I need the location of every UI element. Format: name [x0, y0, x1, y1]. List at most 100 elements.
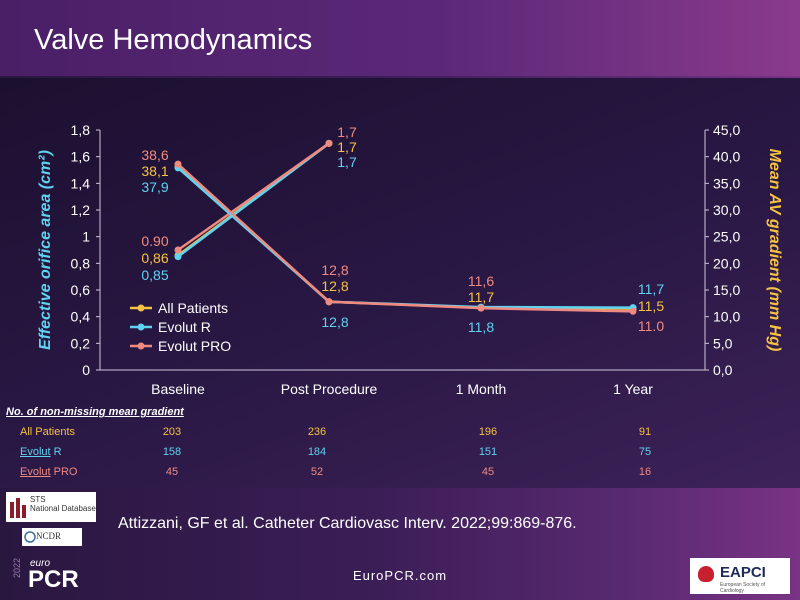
eapci-logo-text: EAPCI: [720, 564, 766, 581]
data-label: 12,8: [321, 278, 348, 294]
citation: Attizzani, GF et al. Catheter Cardiovasc…: [118, 515, 577, 532]
sts-logo-subtext: National Database: [30, 504, 96, 513]
legend-label-evolut-pro: Evolut PRO: [158, 338, 231, 354]
counts-table-header: No. of non-missing mean gradient: [6, 406, 184, 418]
ncdr-logo-text: NCDR: [36, 531, 62, 541]
left-tick-label: 0,4: [71, 309, 91, 325]
gradient-line-evolut-r: [177, 166, 634, 309]
data-label: 1,7: [337, 124, 357, 140]
eoa-point-evolut-pro: [174, 246, 182, 254]
table-cell: 158: [162, 446, 182, 458]
right-tick-label: 15,0: [713, 282, 740, 298]
legend-marker-evolut-pro: [137, 342, 145, 350]
x-tick-label: 1 Year: [613, 381, 653, 397]
table-cell: 91: [638, 426, 652, 438]
right-tick-label: 35,0: [713, 175, 740, 191]
eoa-point-evolut-pro: [325, 139, 333, 147]
left-axis-title: Effective orifice area (cm²): [37, 150, 54, 350]
data-label: 12,8: [321, 262, 348, 278]
table-cell: 196: [478, 426, 498, 438]
table-cell: 16: [638, 466, 652, 478]
data-label: 11,8: [468, 319, 494, 335]
table-cell: 151: [478, 446, 498, 458]
right-axis-title: Mean AV gradient (mm Hg): [766, 149, 783, 352]
table-row-evolut-pro: Evolut PRO 45 52 45 16: [0, 466, 800, 482]
data-label: 0,85: [141, 267, 168, 283]
data-label: 1,7: [337, 154, 357, 170]
left-tick-label: 0,6: [71, 282, 91, 298]
left-tick-label: 1,4: [71, 175, 91, 191]
data-label: 38,1: [141, 163, 168, 179]
right-tick-label: 10,0: [713, 309, 740, 325]
table-cell: 45: [481, 466, 495, 478]
data-label: 12,8: [321, 314, 348, 330]
hemodynamics-chart: 0 0,2 0,4 0,6 0,8 1 1,2 1,4 1,6 1,8 0,0 5,0 10,0 15,0…: [37, 122, 783, 397]
left-tick-label: 1,2: [71, 202, 91, 218]
eoa-line-evolut-pro: [177, 142, 330, 252]
gradient-line-evolut-pro: [177, 163, 634, 313]
row-label: Evolut PRO: [20, 466, 77, 478]
data-label: 11,6: [468, 273, 494, 289]
left-tick-label: 0: [82, 362, 90, 378]
data-label: 1,7: [337, 139, 357, 155]
gradient-point-evolut-pro: [629, 307, 637, 315]
row-label-suffix: PRO: [50, 466, 78, 478]
table-cell: 52: [310, 466, 324, 478]
gradient-line-all-patients: [177, 165, 634, 310]
table-row-evolut-r: Evolut R 158 184 151 75: [0, 446, 800, 462]
right-tick-label: 25,0: [713, 229, 740, 245]
right-tick-label: 45,0: [713, 122, 740, 138]
eoa-point-evolut-r: [174, 253, 182, 261]
data-label: 11,5: [638, 298, 664, 314]
right-tick-label: 40,0: [713, 149, 740, 165]
footer-website: EuroPCR.com: [352, 568, 448, 583]
eapci-logo-subtext: European Society of Cardiology: [720, 582, 766, 594]
legend-marker-evolut-r: [137, 323, 145, 331]
data-label: 0.90: [141, 233, 168, 249]
counts-table: No. of non-missing mean gradient All Pat…: [0, 406, 800, 488]
ncdr-logo: NCDR: [22, 528, 82, 546]
table-cell: 203: [162, 426, 182, 438]
eapci-logo: EAPCI European Society of Cardiology: [690, 558, 790, 594]
data-label: 11.0: [638, 318, 664, 334]
left-tick-label: 0,8: [71, 255, 91, 271]
data-label: 38,6: [141, 147, 168, 163]
left-tick-label: 1: [82, 229, 90, 245]
x-tick-label: 1 Month: [456, 381, 507, 397]
row-label: All Patients: [20, 426, 76, 438]
legend-label-evolut-r: Evolut R: [158, 319, 211, 335]
sts-logo-text: STS: [30, 495, 46, 504]
data-label: 11,7: [638, 281, 664, 297]
data-label: 11,7: [468, 289, 494, 305]
right-tick-label: 0,0: [713, 362, 733, 378]
left-tick-label: 1,6: [71, 149, 91, 165]
row-label-suffix: R: [50, 446, 62, 458]
left-tick-label: 1,8: [71, 122, 91, 138]
table-cell: 236: [307, 426, 327, 438]
sts-bars-icon: [10, 498, 26, 518]
table-cell: 184: [307, 446, 327, 458]
data-label: 37,9: [141, 179, 168, 195]
legend-label-all-patients: All Patients: [158, 300, 228, 316]
row-label: Evolut R: [20, 446, 62, 458]
table-cell: 75: [638, 446, 652, 458]
sts-database-logo: STS National Database: [6, 492, 96, 522]
gradient-point-evolut-pro: [325, 298, 333, 306]
table-cell: 45: [165, 466, 179, 478]
europcr-pcr-text: PCR: [28, 566, 79, 593]
europcr-euro-text: euro: [30, 558, 51, 569]
right-tick-label: 20,0: [713, 255, 740, 271]
table-row-all-patients: All Patients 203 236 196 91: [0, 426, 800, 442]
chart-panel: [0, 78, 800, 488]
gradient-point-evolut-pro: [174, 160, 182, 168]
left-tick-label: 0,2: [71, 335, 91, 351]
ncdr-seal-icon: [24, 531, 36, 543]
row-label-main: Evolut: [20, 446, 51, 458]
slide-title: Valve Hemodynamics: [34, 24, 313, 56]
title-bar: [0, 0, 800, 76]
x-tick-label: Baseline: [151, 381, 205, 397]
legend-marker-all-patients: [137, 304, 145, 312]
heart-icon: [698, 566, 714, 582]
gradient-point-evolut-pro: [477, 304, 485, 312]
